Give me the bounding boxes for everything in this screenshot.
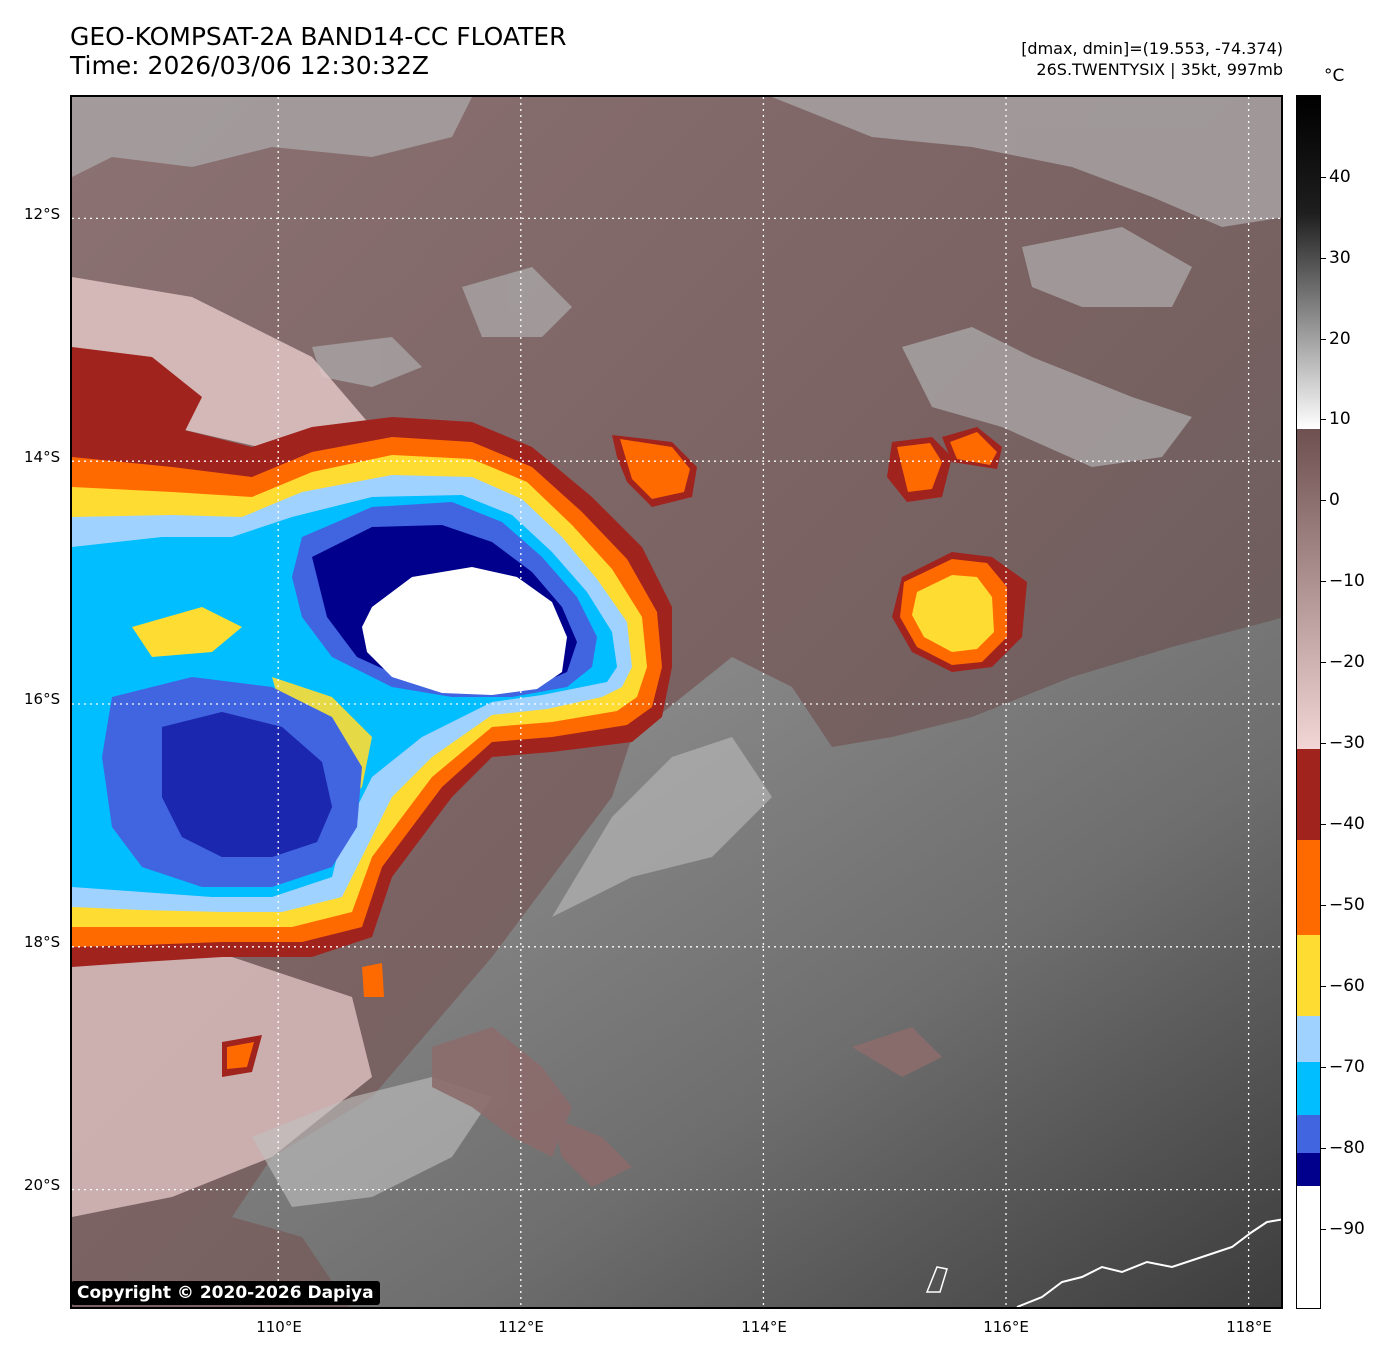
small-cells-southwest [222, 963, 384, 1077]
colorbar-canvas [1297, 96, 1320, 1308]
convective-cell-east [887, 427, 1002, 502]
lat-label-18s: 18°S [24, 933, 61, 951]
map-canvas [72, 97, 1281, 1307]
colorbar-label-minus60: −60 [1329, 976, 1365, 996]
lon-label-118e: 118°E [1226, 1318, 1272, 1336]
low-cloud-region [232, 618, 1281, 1307]
storm-cloud-top [72, 407, 672, 967]
colorbar-label-10: 10 [1329, 409, 1351, 429]
image-title: GEO-KOMPSAT-2A BAND14-CC FLOATER [70, 22, 567, 51]
lat-label-14s: 14°S [24, 448, 61, 466]
lon-label-114e: 114°E [741, 1318, 787, 1336]
lat-label-16s: 16°S [24, 690, 61, 708]
copyright-badge: Copyright © 2020-2026 Dapiya [71, 1281, 380, 1305]
colorbar-label-minus70: −70 [1329, 1057, 1365, 1077]
convective-cell-north [612, 435, 697, 507]
satellite-map[interactable] [70, 95, 1283, 1309]
colorbar-label-minus30: −30 [1329, 733, 1365, 753]
meta-block: [dmax, dmin]=(19.553, -74.374) 26S.TWENT… [1021, 38, 1283, 80]
colorbar-label-minus20: −20 [1329, 652, 1365, 672]
image-timestamp: Time: 2026/03/06 12:30:32Z [70, 51, 429, 80]
title-block: GEO-KOMPSAT-2A BAND14-CC FLOATER Time: 2… [70, 22, 567, 80]
colorbar-label-minus80: −80 [1329, 1138, 1365, 1158]
colorbar-label-20: 20 [1329, 329, 1351, 349]
lon-label-116e: 116°E [983, 1318, 1029, 1336]
data-range: [dmax, dmin]=(19.553, -74.374) [1021, 39, 1283, 58]
storm-info: 26S.TWENTYSIX | 35kt, 997mb [1036, 60, 1283, 79]
colorbar-label-minus40: −40 [1329, 814, 1365, 834]
colorbar-label-0: 0 [1329, 490, 1340, 510]
colorbar-label-minus50: −50 [1329, 895, 1365, 915]
upper-gray-clouds [72, 97, 1281, 467]
colorbar-label-30: 30 [1329, 248, 1351, 268]
convective-cell-southeast [892, 552, 1027, 672]
colorbar-label-minus10: −10 [1329, 571, 1365, 591]
gridlines [72, 97, 1281, 1307]
colorbar [1296, 95, 1321, 1309]
lat-label-20s: 20°S [24, 1176, 61, 1194]
lon-label-110e: 110°E [256, 1318, 302, 1336]
colorbar-unit: °C [1324, 66, 1345, 86]
colorbar-label-minus90: −90 [1329, 1219, 1365, 1239]
colorbar-label-40: 40 [1329, 167, 1351, 187]
coastline [1016, 1218, 1281, 1307]
lat-label-12s: 12°S [24, 205, 61, 223]
lon-label-112e: 112°E [498, 1318, 544, 1336]
